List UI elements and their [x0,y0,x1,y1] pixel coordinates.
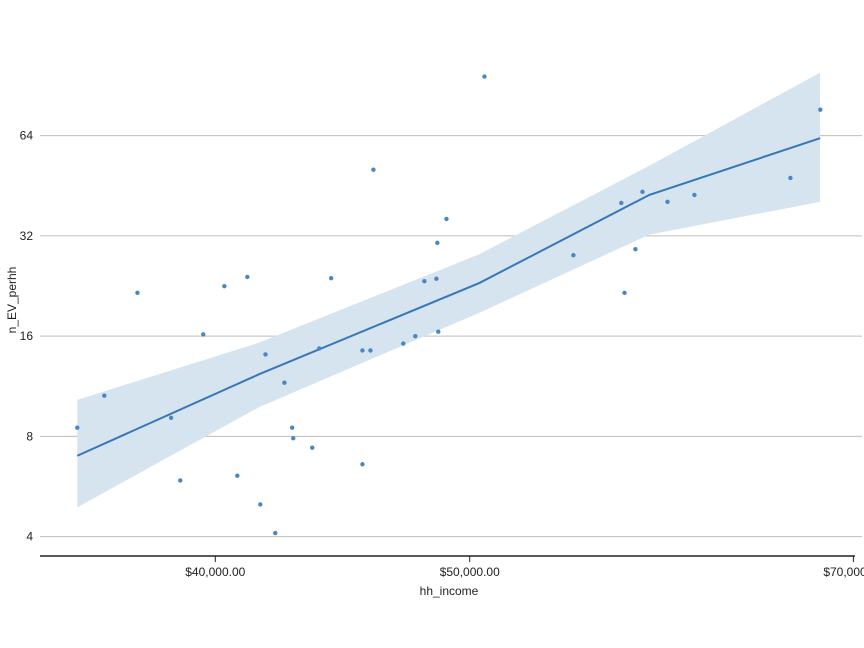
data-point [368,348,373,353]
x-tick-label: $50,000.00 [440,565,500,579]
data-point [422,279,427,284]
data-point [328,275,334,281]
x-ticks: $40,000.00 $50,000.00 $70,000.00 [185,556,864,579]
data-point [622,290,627,295]
data-point [317,346,322,351]
x-tick-label: $40,000.00 [185,565,245,579]
y-ticks: 4 8 16 32 64 [20,129,34,544]
data-point [135,290,140,295]
data-points [75,74,823,536]
data-point [178,478,183,483]
x-tick-label: $70,000.00 [823,565,864,579]
data-point [291,436,296,441]
y-tick-label: 64 [20,129,34,143]
data-point [665,199,670,205]
data-point [640,189,645,195]
data-point [482,74,487,79]
data-point [201,332,206,337]
data-point [289,425,295,430]
data-point [282,380,287,385]
data-point [371,167,376,172]
data-point [245,274,250,280]
data-point [692,192,697,198]
data-point [436,329,441,334]
data-point [75,425,80,430]
data-point [222,284,227,289]
confidence-band [77,72,821,508]
y-tick-label: 4 [26,530,33,544]
data-point [273,530,278,536]
data-point [102,393,107,398]
data-point [434,276,439,281]
y-tick-label: 32 [20,229,34,243]
data-point [360,348,365,353]
data-point [619,200,624,206]
x-axis-label: hh_income [420,584,479,598]
data-point [818,107,823,112]
data-point [235,473,240,478]
fit-line [76,137,821,457]
data-point [633,246,638,252]
data-point [168,415,174,421]
data-point [413,333,418,339]
y-axis-label: n_EV_perhh [5,267,19,334]
y-tick-label: 8 [26,429,33,443]
data-point [360,462,365,467]
data-point [571,253,576,258]
data-point [401,341,406,346]
data-point [435,240,440,246]
y-tick-label: 16 [20,329,34,343]
data-point [444,216,449,222]
data-point [258,502,263,507]
data-point [788,175,793,181]
data-point [263,352,268,357]
data-point [310,445,315,450]
